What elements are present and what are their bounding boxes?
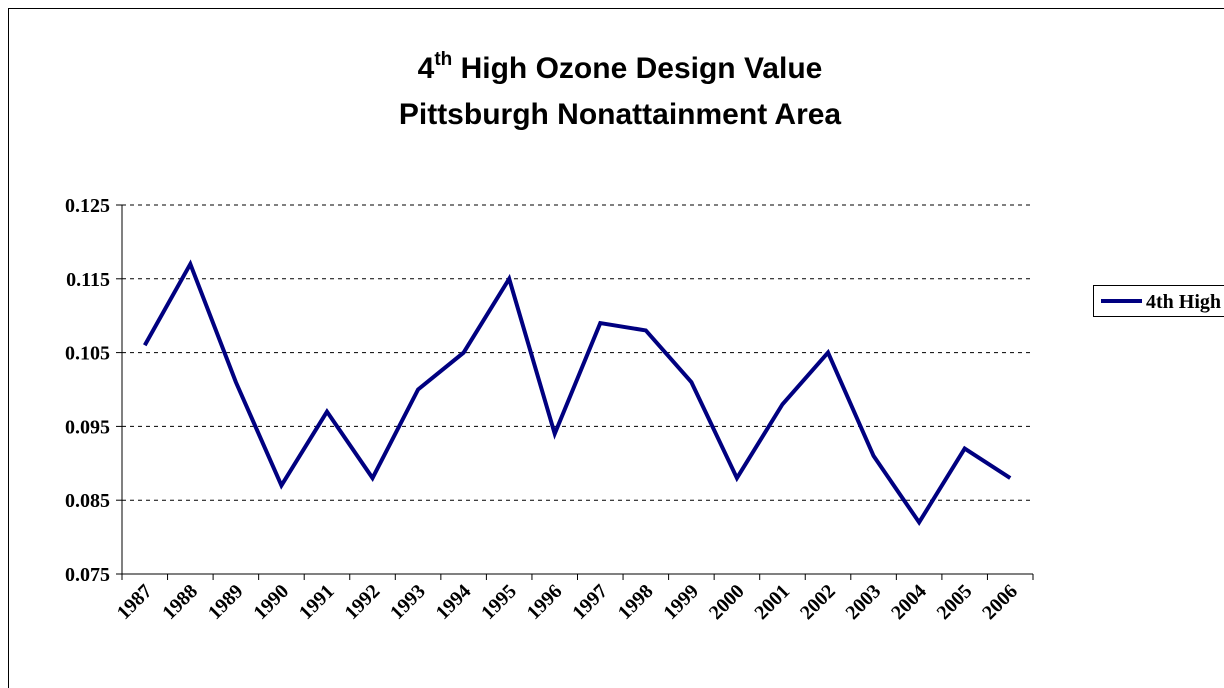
y-tick-label: 0.095 xyxy=(65,416,110,438)
y-tick-label: 0.075 xyxy=(65,564,110,586)
line-series xyxy=(143,259,1012,527)
title-superscript: th xyxy=(434,49,452,70)
legend: 4th High xyxy=(1093,285,1224,317)
legend-label: 4th High xyxy=(1146,291,1221,313)
title-number: 4 xyxy=(418,52,435,85)
y-tick-label: 0.115 xyxy=(66,269,110,291)
title-rest: High Ozone Design Value xyxy=(452,52,822,85)
chart-title-line-2: Pittsburgh Nonattainment Area xyxy=(399,98,842,131)
chart-title-line-1: 4th High Ozone Design Value xyxy=(418,49,823,85)
y-tick-label: 0.125 xyxy=(65,195,110,217)
y-tick-label: 0.105 xyxy=(65,343,110,365)
y-tick-label: 0.085 xyxy=(65,490,110,512)
chart-frame xyxy=(8,8,1224,688)
